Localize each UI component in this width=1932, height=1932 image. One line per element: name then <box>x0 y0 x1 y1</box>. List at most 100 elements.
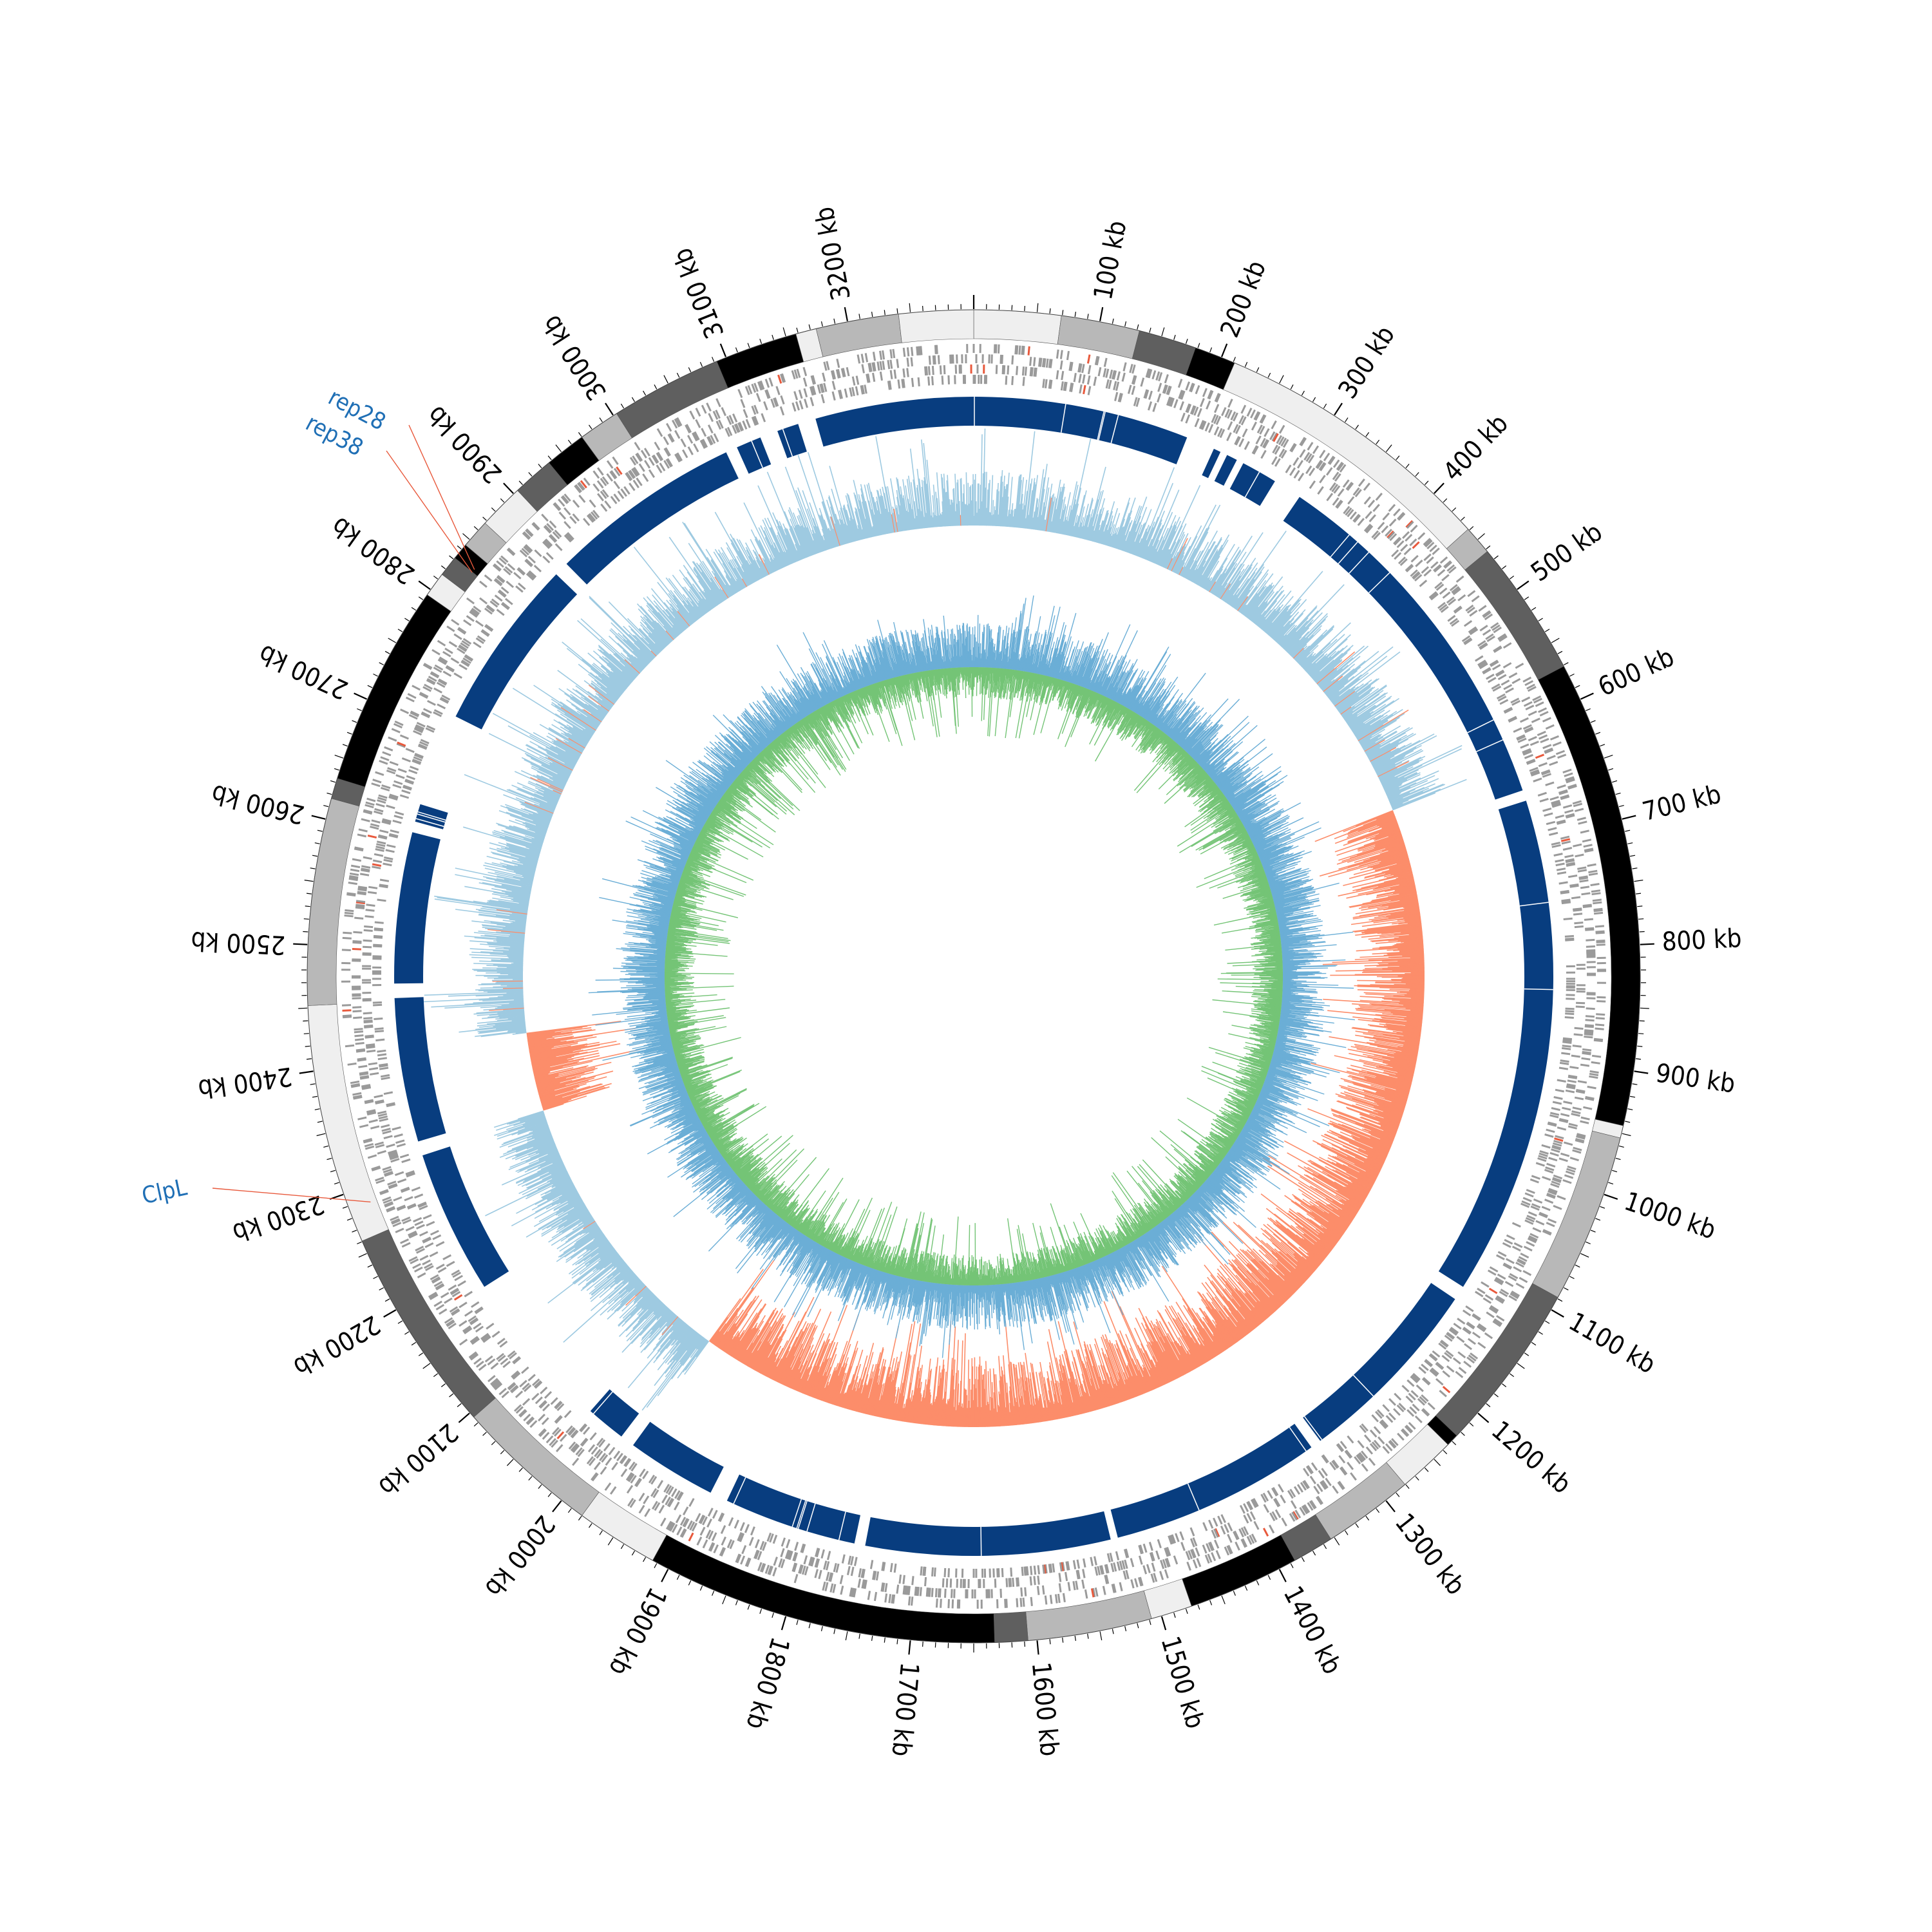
gc-content-bar <box>1402 954 1425 957</box>
gene-feature <box>1016 1577 1019 1587</box>
gc-content-bar <box>1381 775 1396 784</box>
gene-feature <box>1484 613 1493 621</box>
gene-feature <box>1595 1017 1605 1020</box>
gene-feature <box>384 1201 393 1207</box>
gene-feature <box>507 547 516 555</box>
gene-feature <box>1389 1439 1397 1448</box>
gc-content-bar <box>1314 810 1394 842</box>
gc-content-bar <box>1055 486 1065 533</box>
gene-feature <box>1077 363 1081 373</box>
gene-feature <box>459 663 468 670</box>
gene-feature <box>375 802 385 808</box>
gene-feature <box>601 476 609 485</box>
gc-content-bar <box>1287 1242 1318 1269</box>
gene-feature <box>350 1084 361 1088</box>
gc-content-bar <box>1361 737 1379 748</box>
gene-feature <box>1292 1511 1299 1520</box>
gc-content-bar <box>1002 489 1007 527</box>
gene-feature <box>424 1242 434 1248</box>
gene-feature <box>867 1591 871 1600</box>
gene-feature <box>366 1112 377 1116</box>
gene-feature <box>1268 1524 1275 1534</box>
gene-feature <box>663 1484 670 1493</box>
gene-feature <box>352 1006 362 1009</box>
gene-feature <box>1562 1045 1571 1048</box>
gene-feature <box>1138 1545 1143 1555</box>
gene-feature <box>636 452 643 462</box>
minor-tick <box>1244 362 1248 367</box>
gene-feature <box>823 383 828 392</box>
gene-feature <box>1393 508 1401 516</box>
gene-feature <box>901 379 904 388</box>
gc-content-bar <box>1226 564 1253 603</box>
gene-feature <box>405 696 415 703</box>
gene-feature <box>550 1397 558 1405</box>
gc-content-bar <box>1247 585 1273 619</box>
gc-content-bar <box>1185 551 1202 579</box>
gene-feature <box>1515 663 1524 669</box>
gene-feature <box>642 1470 649 1479</box>
gc-content-bar <box>1385 770 1439 795</box>
gc-content-bar <box>1350 1180 1370 1192</box>
minor-tick <box>346 1218 352 1221</box>
gene-feature <box>429 1251 439 1258</box>
gene-feature <box>650 1488 658 1497</box>
gene-feature <box>362 952 372 955</box>
gene-feature <box>846 1566 851 1576</box>
gene-feature <box>864 353 869 363</box>
gene-feature <box>734 424 739 433</box>
gene-feature <box>408 769 418 775</box>
gene-feature <box>935 345 938 354</box>
gc-content-bar <box>1329 1122 1391 1149</box>
gene-feature <box>374 1027 384 1030</box>
gene-feature <box>554 1400 562 1409</box>
gene-feature <box>1316 1495 1323 1504</box>
gene-feature <box>1521 696 1531 703</box>
major-tick <box>1385 1500 1396 1513</box>
minor-tick <box>747 343 750 348</box>
gc-content-bar <box>1189 569 1196 581</box>
gc-content-bar <box>969 1378 971 1428</box>
gene-feature <box>482 1334 491 1342</box>
gc-content-bar <box>1296 626 1335 663</box>
gene-feature <box>357 892 366 896</box>
gene-feature <box>401 1242 411 1248</box>
gene-feature <box>422 708 432 714</box>
gc-content-bar <box>1347 1184 1368 1197</box>
minor-tick <box>1244 1586 1248 1591</box>
gene-feature <box>1488 1287 1498 1294</box>
gene-feature <box>1562 1041 1572 1044</box>
gc-content-bar <box>1310 650 1340 677</box>
gene-feature <box>1198 420 1204 430</box>
gene-feature <box>1332 459 1340 468</box>
gene-feature <box>1465 1305 1474 1312</box>
gene-feature <box>823 1560 828 1570</box>
minor-tick <box>1124 321 1127 327</box>
gene-feature <box>1546 755 1556 761</box>
gc-content-bar <box>1338 696 1359 712</box>
gc-content-bar <box>1347 815 1396 835</box>
gc-content-bar <box>1291 1224 1329 1255</box>
karyotype-block <box>993 1611 1028 1643</box>
gc-content-bar <box>1339 690 1372 714</box>
gene-feature <box>375 771 384 776</box>
minor-tick <box>1385 444 1392 452</box>
gc-content-bar <box>1390 797 1403 804</box>
gc-content-bar <box>1374 831 1401 842</box>
gene-feature <box>379 1064 388 1068</box>
gene-feature <box>371 819 381 824</box>
gene-feature <box>504 598 513 605</box>
gene-feature <box>1307 1464 1314 1474</box>
gene-feature <box>353 931 363 934</box>
gc-content-bar <box>1336 1163 1375 1184</box>
gene-feature <box>804 1566 809 1576</box>
gc-content-bar <box>1326 1228 1341 1239</box>
gc-content-track <box>424 428 1467 1428</box>
gene-feature <box>1293 457 1300 466</box>
gene-feature <box>679 1517 687 1526</box>
gene-feature <box>470 609 479 616</box>
gene-feature <box>840 368 845 377</box>
gene-feature <box>488 1374 496 1383</box>
gc-content-bar <box>1354 714 1388 736</box>
gc-content-bar <box>1383 777 1405 788</box>
